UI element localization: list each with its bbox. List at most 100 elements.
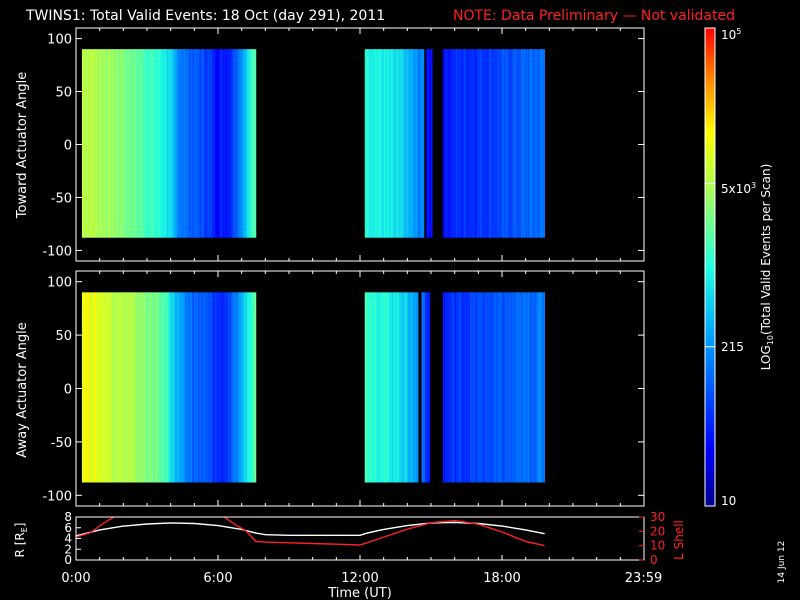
heatmap-cell — [543, 292, 545, 483]
heatmap-cell — [107, 292, 110, 483]
heatmap-cell — [368, 292, 370, 483]
heatmap-cell — [202, 292, 205, 483]
heatmap-cell — [475, 49, 478, 238]
heatmap-cell — [484, 49, 486, 238]
heatmap-cell — [473, 49, 476, 238]
heatmap-cell — [165, 292, 168, 483]
heatmap-cell — [431, 49, 433, 238]
heatmap-cell — [465, 292, 467, 483]
heatmap-cell — [387, 292, 389, 483]
heatmap-cell — [472, 292, 474, 483]
heatmap-cell — [184, 49, 187, 238]
heatmap-cell — [492, 49, 495, 238]
heatmap-cell — [234, 292, 237, 483]
heatmap-cell — [531, 292, 534, 483]
y-tick-label: 100 — [47, 33, 72, 48]
heatmap-cell — [512, 49, 515, 238]
heatmap-cell — [200, 292, 202, 483]
heatmap-cell — [203, 49, 206, 238]
heatmap-cell — [415, 292, 418, 483]
heatmap-cell — [413, 292, 415, 483]
heatmap-cell — [403, 292, 406, 483]
heatmap-cell — [429, 49, 432, 238]
heatmap-cell — [427, 292, 430, 483]
heatmap-cell — [175, 292, 177, 483]
heatmap-cell — [523, 292, 525, 483]
heatmap-cell — [143, 49, 146, 238]
heatmap-cell — [160, 292, 162, 483]
heatmap-cell — [94, 49, 97, 238]
heatmap-cell — [194, 292, 196, 483]
heatmap-cell — [120, 49, 123, 238]
heatmap-cell — [200, 49, 202, 238]
heatmap-cell — [509, 49, 511, 238]
heatmap-cell — [396, 49, 399, 238]
heatmap-cell — [402, 49, 405, 238]
y-tick-label: 50 — [55, 86, 72, 101]
heatmap-cell — [526, 49, 529, 238]
heatmap-cell — [415, 49, 418, 238]
heatmap-cell — [408, 49, 411, 238]
heatmap-cell — [130, 292, 133, 483]
heatmap-cell — [253, 292, 256, 483]
heatmap-cell — [371, 49, 374, 238]
heatmap-cell — [165, 49, 168, 238]
heatmap-cell — [201, 49, 204, 238]
heatmap-cell — [461, 292, 464, 483]
heatmap-cell — [375, 292, 377, 483]
heatmap-cell — [118, 49, 121, 238]
heatmap-cell — [161, 292, 163, 483]
heatmap-cell — [239, 292, 241, 483]
heatmap-cell — [483, 49, 485, 238]
heatmap-cell — [98, 49, 101, 238]
heatmap-cell — [85, 49, 88, 238]
heatmap-cell — [110, 49, 112, 238]
heatmap-cell — [524, 292, 527, 483]
heatmap-cell — [522, 292, 524, 483]
heatmap-cell — [203, 292, 206, 483]
heatmap-cell — [448, 49, 451, 238]
heatmap-cell — [115, 49, 117, 238]
heatmap-cell — [119, 49, 122, 238]
heatmap-cell — [123, 49, 125, 238]
heatmap-cell — [105, 49, 108, 238]
heatmap-cell — [204, 292, 207, 483]
heatmap-cell — [460, 49, 463, 238]
heatmap-cell — [96, 49, 98, 238]
heatmap-cell — [517, 49, 519, 238]
lshell-tick-label: 0 — [650, 553, 658, 567]
heatmap-cell — [239, 49, 241, 238]
heatmap-cell — [222, 49, 225, 238]
heatmap-cell — [493, 49, 496, 238]
heatmap-cell — [472, 49, 474, 238]
heatmap-cell — [504, 292, 506, 483]
heatmap-cell — [421, 49, 424, 238]
heatmap-cell — [451, 49, 453, 238]
heatmap-cell — [442, 292, 445, 483]
heatmap-cell — [509, 292, 511, 483]
heatmap-cell — [152, 292, 155, 483]
heatmap-cell — [471, 292, 473, 483]
heatmap-cell — [395, 292, 398, 483]
heatmap-cell — [218, 292, 220, 483]
heatmap-cell — [81, 292, 84, 483]
heatmap-cell — [465, 49, 467, 238]
heatmap-cell — [207, 49, 209, 238]
heatmap-cell — [445, 49, 447, 238]
heatmap-cell — [539, 49, 542, 238]
heatmap-cell — [218, 49, 220, 238]
heatmap-cell — [479, 292, 482, 483]
heatmap-cell — [400, 292, 402, 483]
heatmap-cell — [377, 292, 380, 483]
heatmap-cell — [118, 292, 121, 483]
heatmap-cell — [490, 49, 492, 238]
heatmap-cell — [158, 49, 161, 238]
y-tick-label: -100 — [42, 244, 72, 259]
heatmap-cell — [386, 49, 388, 238]
heatmap-cell — [106, 292, 109, 483]
heatmap-cell — [519, 292, 522, 483]
heatmap-cell — [422, 292, 425, 483]
toward-heatmap — [81, 49, 545, 238]
heatmap-cell — [119, 292, 122, 483]
heatmap-cell — [225, 292, 227, 483]
